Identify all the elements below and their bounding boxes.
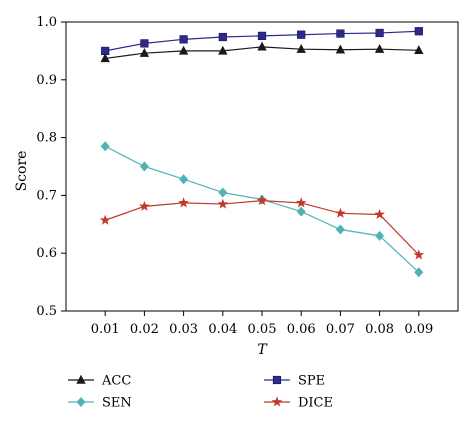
data-point-sen [139,161,149,172]
data-point-acc [296,43,306,53]
legend-label-sen: SEN [102,396,132,411]
data-point-dice [139,200,150,211]
data-point-spe [297,30,306,39]
data-point-acc [139,48,150,57]
data-point-dice [178,197,189,208]
data-point-spe [179,35,188,44]
data-point-sen [375,230,385,241]
data-point-dice [374,208,385,219]
data-point-acc [374,43,385,53]
legend: ACC SPE SEN DICE [68,374,333,411]
legend-label-spe: SPE [298,374,325,389]
x-axis-title: T [257,342,268,358]
data-point-sen [179,174,189,185]
legend-marker-sen [76,397,86,407]
data-point-dice [217,198,229,209]
legend-marker-acc [76,374,86,384]
x-tick-label: 0.05 [248,322,277,337]
data-point-spe [218,32,227,42]
x-tick-label: 0.06 [287,322,316,337]
y-tick-label: 0.5 [36,304,57,319]
x-tick-label: 0.09 [404,322,433,337]
data-point-spe [375,28,384,38]
data-point-acc [414,45,424,55]
legend-label-dice: DICE [298,396,333,411]
data-point-dice [295,197,307,208]
data-point-acc [218,45,228,55]
data-point-dice [413,249,425,260]
data-point-dice [256,195,268,206]
y-axis-title: Score [14,151,30,192]
data-point-spe [101,46,110,55]
data-point-acc [178,45,189,55]
data-point-acc [100,53,110,63]
series-line-sen [104,145,420,273]
series-line-dice [104,199,420,256]
y-tick-label: 0.9 [36,73,57,88]
data-point-sen [296,206,306,217]
data-point-acc [257,41,267,51]
data-point-spe [336,29,345,38]
legend-marker-dice [271,396,283,407]
plot-frame [65,21,459,312]
x-tick-label: 0.03 [169,322,198,337]
data-point-sen [100,141,110,152]
x-tick-label: 0.04 [208,322,237,337]
x-tick-label: 0.01 [91,322,120,337]
data-point-spe [140,39,149,48]
data-point-acc [335,44,346,54]
y-tick-label: 0.7 [36,188,57,203]
data-point-sen [335,224,345,235]
data-point-dice [335,207,346,218]
data-point-sen [414,267,424,278]
y-tick-label: 0.8 [36,131,57,146]
y-tick-label: 0.6 [36,246,57,261]
data-point-dice [99,214,111,225]
x-tick-label: 0.08 [365,322,394,337]
legend-label-acc: ACC [101,374,131,389]
plot-area: 0.5 0.6 0.7 0.8 0.9 1.0 0.01 0.02 0.03 0.04 0.05 0.… [36,15,459,337]
data-point-spe [257,31,267,40]
x-tick-label: 0.07 [326,322,355,337]
data-point-sen [218,187,228,198]
y-tick-label: 1.0 [36,15,57,30]
x-tick-label: 0.02 [130,322,159,337]
legend-marker-spe [272,375,282,385]
data-point-spe [414,27,423,36]
